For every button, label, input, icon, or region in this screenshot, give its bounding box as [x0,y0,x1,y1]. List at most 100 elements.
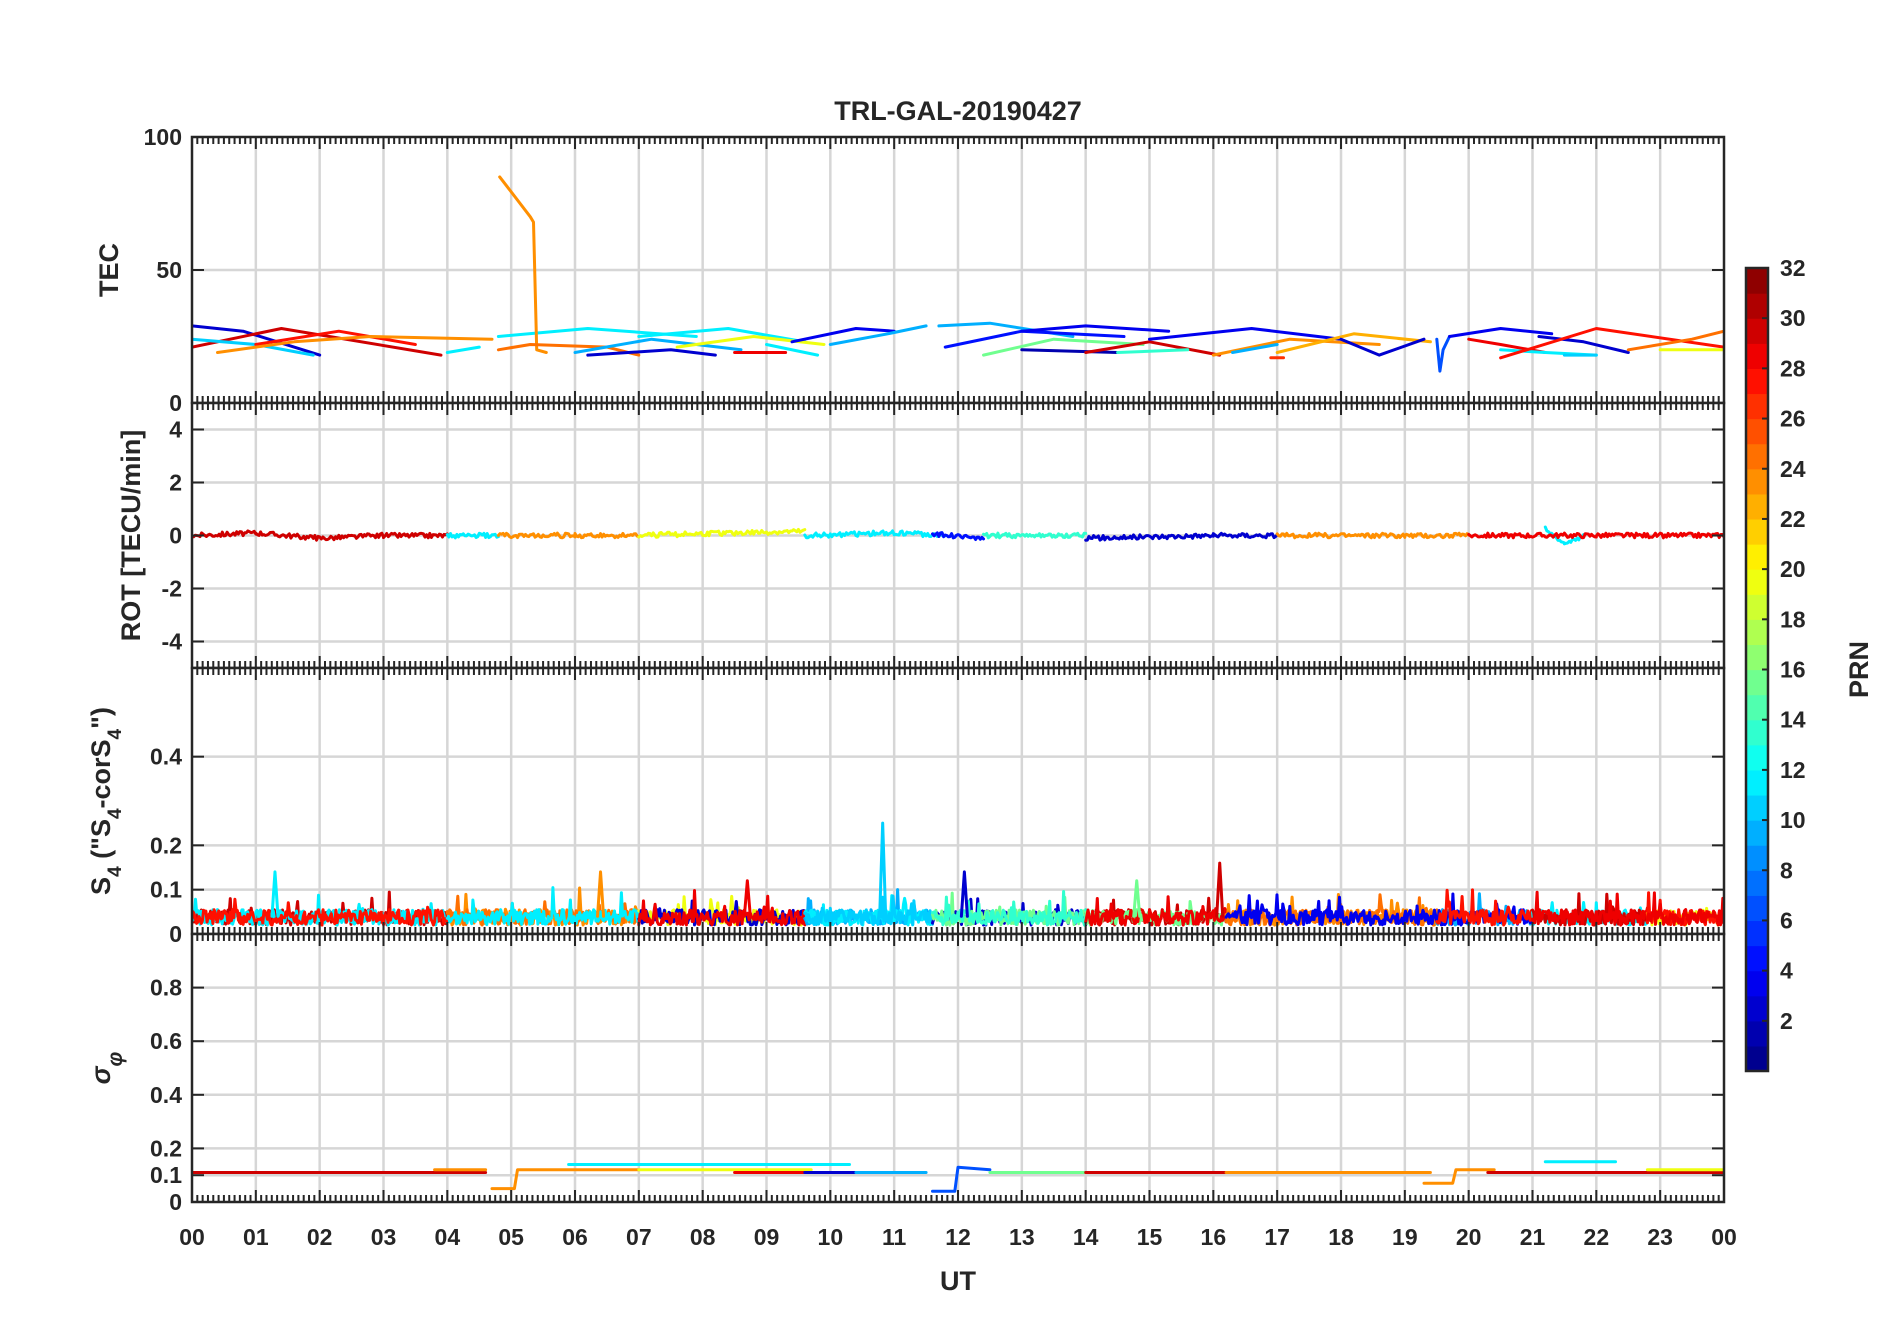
spike-prn-29 [742,879,752,918]
colorbar-tick-label: 14 [1780,707,1806,733]
series-prn-3 [192,324,322,357]
x-tick-label: 08 [690,1224,716,1250]
series-prn-30 [192,529,449,542]
series-prn-12 [445,531,500,540]
colorbar-step [1746,669,1768,696]
x-tick-label: 14 [1073,1224,1099,1250]
colorbar-step [1746,443,1768,470]
series-prn-4 [1224,893,1439,927]
series-prn-20 [675,335,826,349]
x-tick-label: 23 [1647,1224,1673,1250]
x-tick-label: 01 [243,1224,269,1250]
x-tick-label: 15 [1137,1224,1163,1250]
series-group [192,175,1724,373]
y-axis-label-part: ") [86,707,116,729]
spike-prn-12 [270,870,280,918]
chart-title: TRL-GAL-20190427 [834,96,1082,126]
colorbar-tick-label: 2 [1780,1008,1793,1034]
panel-s4: 00.10.20.4S4 ("S4-corS4") [86,666,1726,947]
series-prn-29 [1645,891,1724,927]
colorbar-tick-label: 10 [1780,807,1806,833]
series-prn-24 [1422,1168,1496,1185]
y-tick-label: 0.2 [150,1135,182,1161]
series-prn-14 [982,531,1088,540]
series-prn-3 [586,348,717,357]
series-group [192,1160,1724,1193]
y-tick-label: 0.6 [150,1028,182,1054]
colorbar-step [1746,719,1768,746]
colorbar-tick-label: 8 [1780,857,1793,883]
y-axis-label: TEC [94,243,124,297]
series-prn-2 [1020,348,1120,354]
series-prn-24 [1275,531,1471,540]
series-prn-24 [496,531,641,540]
series-prn-4 [1448,327,1554,338]
y-axis-label-part: ("S [86,819,116,866]
y-axis-label-part: -corS [86,739,116,808]
x-tick-label: 16 [1201,1224,1227,1250]
y-tick-label: 0.4 [150,1082,182,1108]
colorbar-step [1746,544,1768,570]
x-tick-labels: 00 01 02 03 04 05 06 07 08 09 10 11 12 13 14 15 16 17 18 19… [179,1224,1737,1250]
series-prn-14 [1116,348,1190,354]
x-tick-label: 03 [371,1224,397,1250]
y-tick-label: 2 [169,470,182,496]
series-prn-20 [637,527,807,539]
colorbar-step [1746,368,1768,395]
series-prn-28 [192,897,449,927]
series-prn-3 [1339,337,1426,357]
x-tick-label: 00 [179,1224,205,1250]
series-prn-10 [828,324,928,346]
y-axis-label-part: σ [86,1065,116,1084]
panel-tec: 0 50 100 TEC [94,124,1726,416]
series-prn-24 [490,1168,641,1191]
series-prn-12 [803,529,947,540]
colorbar-step [1746,1045,1768,1072]
x-tick-label: 22 [1584,1224,1610,1250]
spike-prn-16 [1132,879,1142,918]
series-prn-12 [445,886,641,927]
series-group [192,525,1724,546]
colorbar-tick-label: 16 [1780,657,1806,683]
series-prn-11 [803,894,934,926]
colorbar-step [1746,995,1768,1022]
colorbar-step [1746,468,1768,495]
colorbar-step [1746,418,1768,445]
series-prn-28 [1435,888,1534,927]
spike-prn-3 [959,870,969,918]
x-tick-label: 09 [754,1224,780,1250]
series-prn-29 [637,889,807,927]
x-tick-label: 07 [626,1224,652,1250]
y-tick-label: -4 [162,629,183,655]
y-tick-label: 0 [169,921,182,947]
series-prn-12 [765,343,820,357]
colorbar-step [1746,694,1768,721]
colorbar-step [1746,920,1768,947]
y-tick-label: 0.8 [150,975,182,1001]
series-prn-30 [1084,340,1222,357]
spike-prn-30 [1215,861,1225,918]
y-tick-label: 0.2 [150,832,182,858]
series-prn-4 [1148,327,1343,341]
colorbar-step [1746,644,1768,671]
x-tick-label: 13 [1009,1224,1035,1250]
series-prn-25 [1626,329,1724,352]
colorbar-tick-label: 26 [1780,406,1806,432]
panel-sigma: 00.10.2 0.4 0.6 0.8 σφ [86,932,1726,1215]
x-tick-label: 00 [1711,1224,1737,1250]
spike-prn-11 [878,821,888,918]
y-tick-label: 0 [169,1189,182,1215]
series-prn-29 [1084,895,1228,927]
colorbar-step [1746,268,1768,294]
colorbar-step [1746,769,1768,796]
y-tick-label: 0.1 [150,877,182,903]
colorbar-step [1746,569,1768,595]
series-prn-3 [1537,335,1630,354]
series-prn-14 [931,890,1088,927]
series-prn-12 [1543,525,1586,546]
y-axis-label-part: φ [104,1051,127,1066]
colorbar-step [1746,895,1768,922]
series-prn-16 [982,337,1145,357]
y-tick-label: 100 [144,124,182,150]
